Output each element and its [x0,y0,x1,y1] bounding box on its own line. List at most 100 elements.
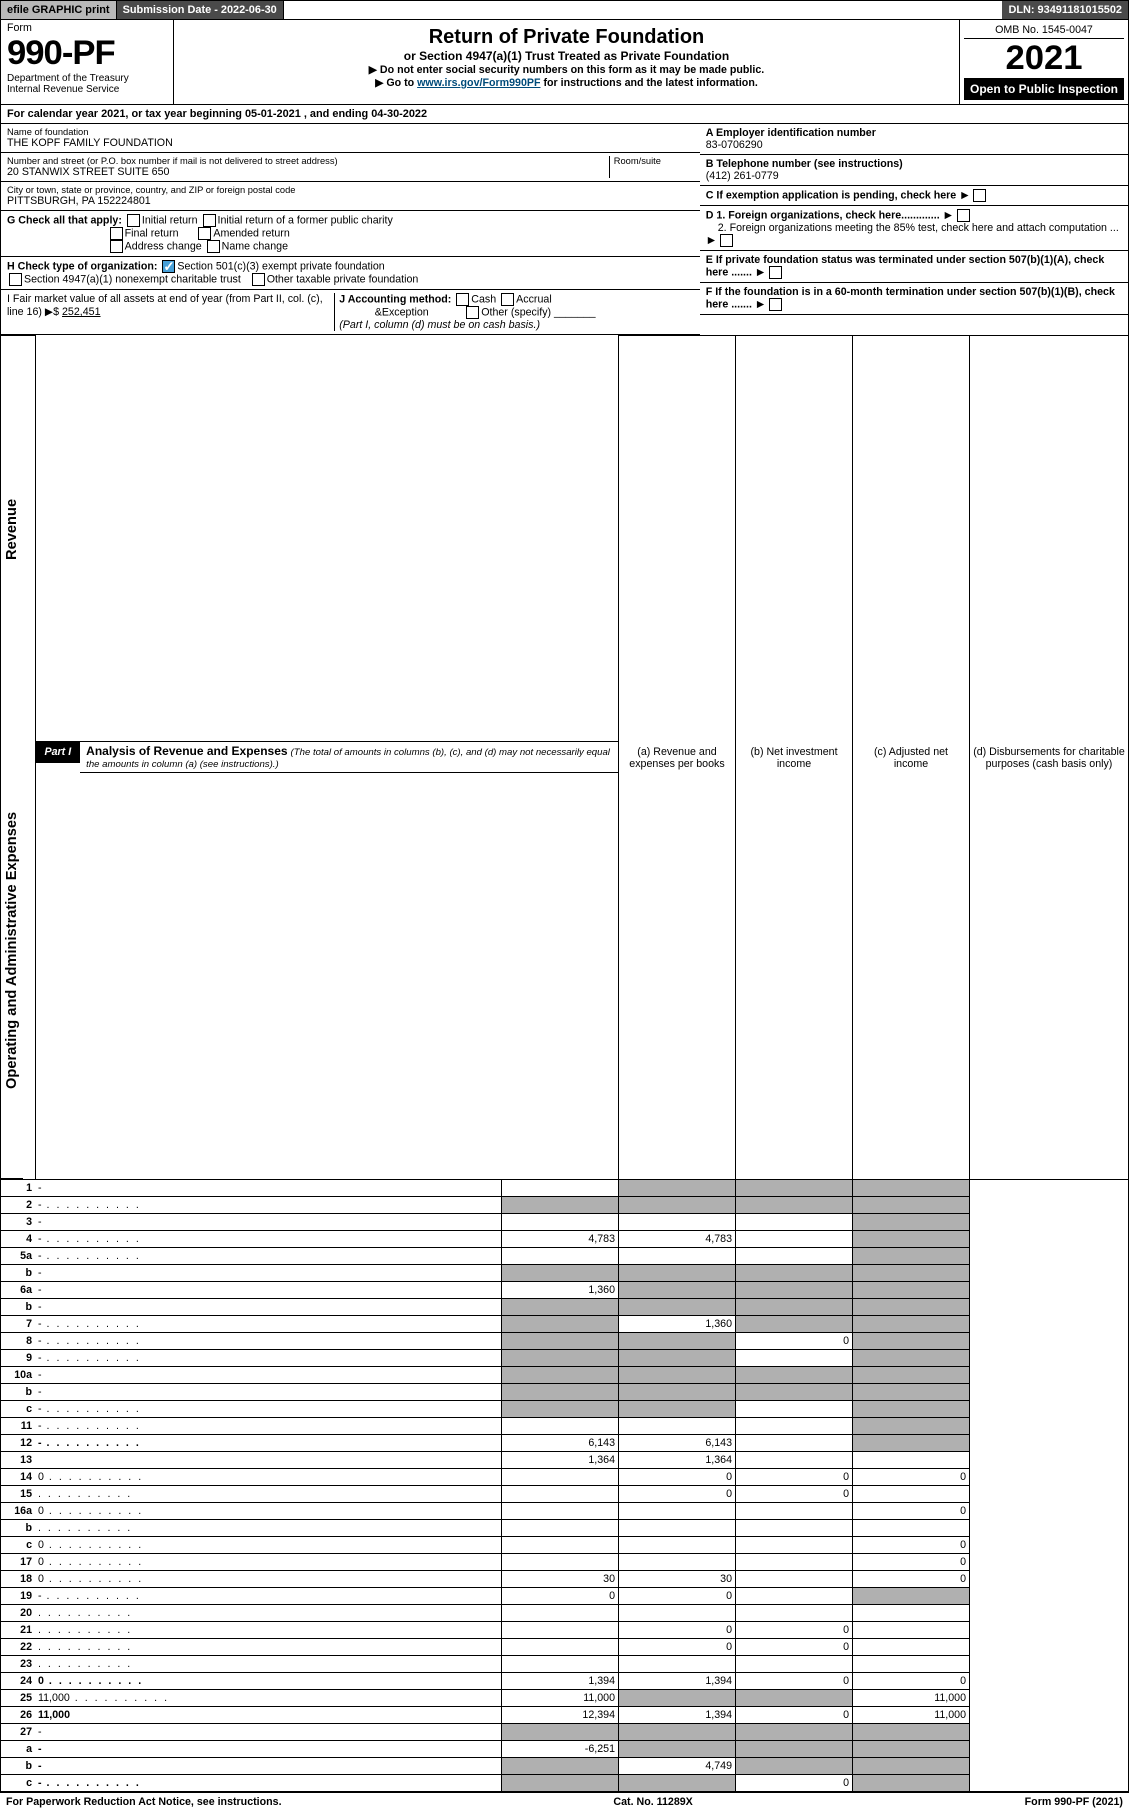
open-public-label: Open to Public Inspection [964,78,1124,100]
f-checkbox[interactable] [769,298,782,311]
line-description: 0 [35,1537,502,1554]
line-description: - [35,1741,502,1758]
4947-checkbox[interactable] [9,273,22,286]
line-number: 12 [1,1435,36,1452]
g-opt-2: Final return [125,227,179,239]
line-description: - [35,1265,502,1282]
final-return-checkbox[interactable] [110,227,123,240]
line-description: - [35,1248,502,1265]
other-taxable-checkbox[interactable] [252,273,265,286]
col-a-header: (a) Revenue and expenses per books [619,336,736,1180]
line-number: 13 [1,1452,36,1469]
j-cash: Cash [471,293,496,305]
address-change-checkbox[interactable] [110,240,123,253]
identification-grid: Name of foundation THE KOPF FAMILY FOUND… [0,124,1129,335]
form-word: Form [7,22,167,34]
city-state-zip: PITTSBURGH, PA 152224801 [7,195,694,207]
section-h: H Check type of organization: Section 50… [1,257,700,290]
line-description: - [35,1299,502,1316]
line-number: b [1,1520,36,1537]
line-description [35,1486,502,1503]
line-description: - [35,1333,502,1350]
line-number: 5a [1,1248,36,1265]
g-opt-1: Initial return of a former public charit… [218,214,393,226]
line-number: 14 [1,1469,36,1486]
line-number: 6a [1,1282,36,1299]
line-description: - [35,1316,502,1333]
line-number: 10a [1,1367,36,1384]
g-opt-3: Amended return [213,227,289,239]
accrual-checkbox[interactable] [501,293,514,306]
j-label: J Accounting method: [339,293,451,305]
line-description: - [35,1231,502,1248]
g-opt-4: Address change [125,240,202,252]
line-description [35,1520,502,1537]
calendar-year-line: For calendar year 2021, or tax year begi… [0,105,1129,124]
line-number: 23 [1,1656,36,1673]
col-c-header: (c) Adjusted net income [853,336,970,1180]
line-description: - [35,1180,502,1197]
g-label: G Check all that apply: [7,214,122,226]
501c3-checkbox[interactable] [162,260,175,273]
line-number: 25 [1,1690,36,1707]
h-opt-2: Section 4947(a)(1) nonexempt charitable … [24,273,241,285]
line-description: 11,000 [35,1707,502,1724]
line-number: b [1,1299,36,1316]
initial-former-checkbox[interactable] [203,214,216,227]
line-description: 0 [35,1503,502,1520]
phone: (412) 261-0779 [706,170,779,182]
line-description: - [35,1758,502,1775]
cash-checkbox[interactable] [456,293,469,306]
irs-link[interactable]: www.irs.gov/Form990PF [417,77,540,89]
d2-checkbox[interactable] [720,234,733,247]
form-subtitle: or Section 4947(a)(1) Trust Treated as P… [180,49,953,63]
page-footer: For Paperwork Reduction Act Notice, see … [0,1792,1129,1811]
line-number: c [1,1775,36,1792]
form-number: 990-PF [7,34,167,73]
ein: 83-0706290 [706,139,763,151]
col-d-header: (d) Disbursements for charitable purpose… [970,336,1129,1180]
name-change-checkbox[interactable] [207,240,220,253]
line-description [35,1656,502,1673]
i-value: 252,451 [62,306,101,318]
line-description: - [35,1384,502,1401]
line-number: 19 [1,1588,36,1605]
dept-label: Department of the Treasury [7,73,167,84]
line-description [35,1639,502,1656]
a-label: A Employer identification number [706,127,876,139]
line-number: 3 [1,1214,36,1231]
line-description: - [35,1401,502,1418]
revenue-section-label: Revenue [1,336,23,722]
line-description: - [35,1724,502,1741]
d1-checkbox[interactable] [957,209,970,222]
instr2-prefix: ▶ Go to [375,77,417,89]
amended-checkbox[interactable] [198,227,211,240]
line-number: 4 [1,1231,36,1248]
line-number: 22 [1,1639,36,1656]
line-description: - [35,1418,502,1435]
line-description: - [35,1214,502,1231]
irs-label: Internal Revenue Service [7,84,167,95]
col-b-header: (b) Net investment income [736,336,853,1180]
e-label: E If private foundation status was termi… [706,254,1105,278]
c-checkbox[interactable] [973,189,986,202]
line-number: 2 [1,1197,36,1214]
street-address: 20 STANWIX STREET SUITE 650 [7,166,609,178]
e-checkbox[interactable] [769,266,782,279]
g-opt-0: Initial return [142,214,198,226]
part1-label: Part I [36,741,81,763]
line-description: - [35,1350,502,1367]
h-opt-3: Other taxable private foundation [267,273,419,285]
name-label: Name of foundation [7,127,694,137]
city-label: City or town, state or province, country… [7,185,694,195]
other-method-checkbox[interactable] [466,306,479,319]
initial-return-checkbox[interactable] [127,214,140,227]
line-description: - [35,1197,502,1214]
line-number: 8 [1,1333,36,1350]
line-number: 26 [1,1707,36,1724]
h-opt-1: Section 501(c)(3) exempt private foundat… [177,260,384,272]
line-description [35,1452,502,1469]
form-title: Return of Private Foundation [180,26,953,49]
dln-label: DLN: 93491181015502 [1002,1,1128,19]
j-other: Other (specify) [481,306,551,318]
